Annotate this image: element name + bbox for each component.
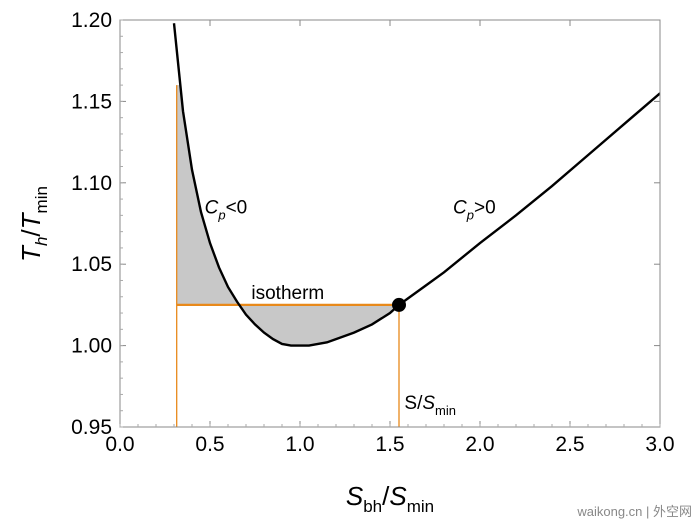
y-tick-label: 1.15 [71, 90, 112, 113]
x-tick-label: 2.0 [465, 433, 494, 456]
x-axis-title: Sbh/Smin [346, 481, 434, 516]
s-smin-label: S/Smin [404, 393, 456, 418]
axis-ticks [119, 19, 661, 428]
y-tick-label: 1.05 [71, 253, 112, 276]
x-tick-label: 0.0 [105, 433, 134, 456]
temperature-curve [172, 23, 660, 347]
y-tick-label: 1.10 [71, 172, 112, 195]
x-tick-label: 1.5 [375, 433, 404, 456]
y-axis-title: Th/Tmin [16, 186, 51, 262]
cp-negative-label: Cp<0 [205, 198, 248, 223]
x-tick-label: 2.5 [555, 433, 584, 456]
x-tick-label: 3.0 [645, 433, 674, 456]
state-point [392, 297, 406, 312]
y-tick-label: 1.20 [71, 9, 112, 32]
shaded-region-left [176, 85, 240, 305]
x-tick-label: 1.0 [285, 433, 314, 456]
x-tick-label: 0.5 [195, 433, 224, 456]
isotherm-label: isotherm [251, 283, 324, 304]
shaded-region-right [239, 304, 399, 346]
cp-positive-label: Cp>0 [453, 198, 496, 223]
y-tick-label: 1.00 [71, 335, 112, 358]
y-tick-label: 0.95 [71, 416, 112, 439]
watermark: waikong.cn | 外空网 [577, 504, 692, 519]
